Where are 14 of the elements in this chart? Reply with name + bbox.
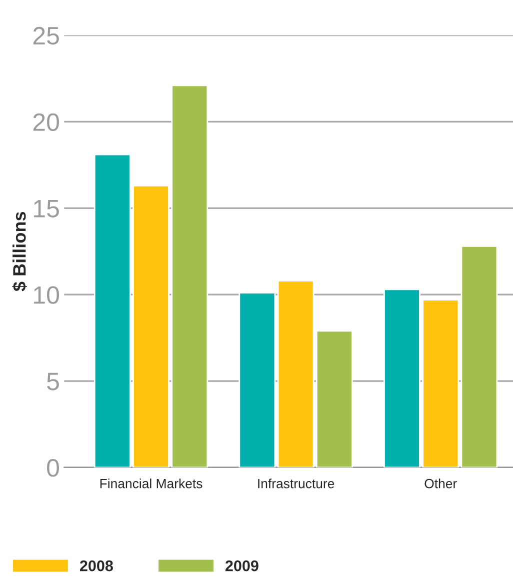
legend-label: 2009 — [225, 560, 258, 572]
x-tick-label: Infrastructure — [258, 478, 334, 488]
y-tick-label: 15 — [34, 200, 59, 218]
y-tick-label: 5 — [47, 372, 59, 390]
y-tick-label: 25 — [33, 26, 59, 45]
x-tick-label: Financial Markets — [100, 478, 202, 488]
y-tick-label: 20 — [33, 113, 59, 132]
y-axis-title: $ Billions — [12, 212, 27, 292]
bar — [238, 292, 276, 468]
x-tick-label: Other — [424, 478, 457, 488]
bar — [460, 245, 498, 468]
y-tick-label: 0 — [47, 459, 59, 477]
legend-label: 2008 — [80, 560, 113, 572]
y-tick-label: 10 — [34, 286, 59, 304]
